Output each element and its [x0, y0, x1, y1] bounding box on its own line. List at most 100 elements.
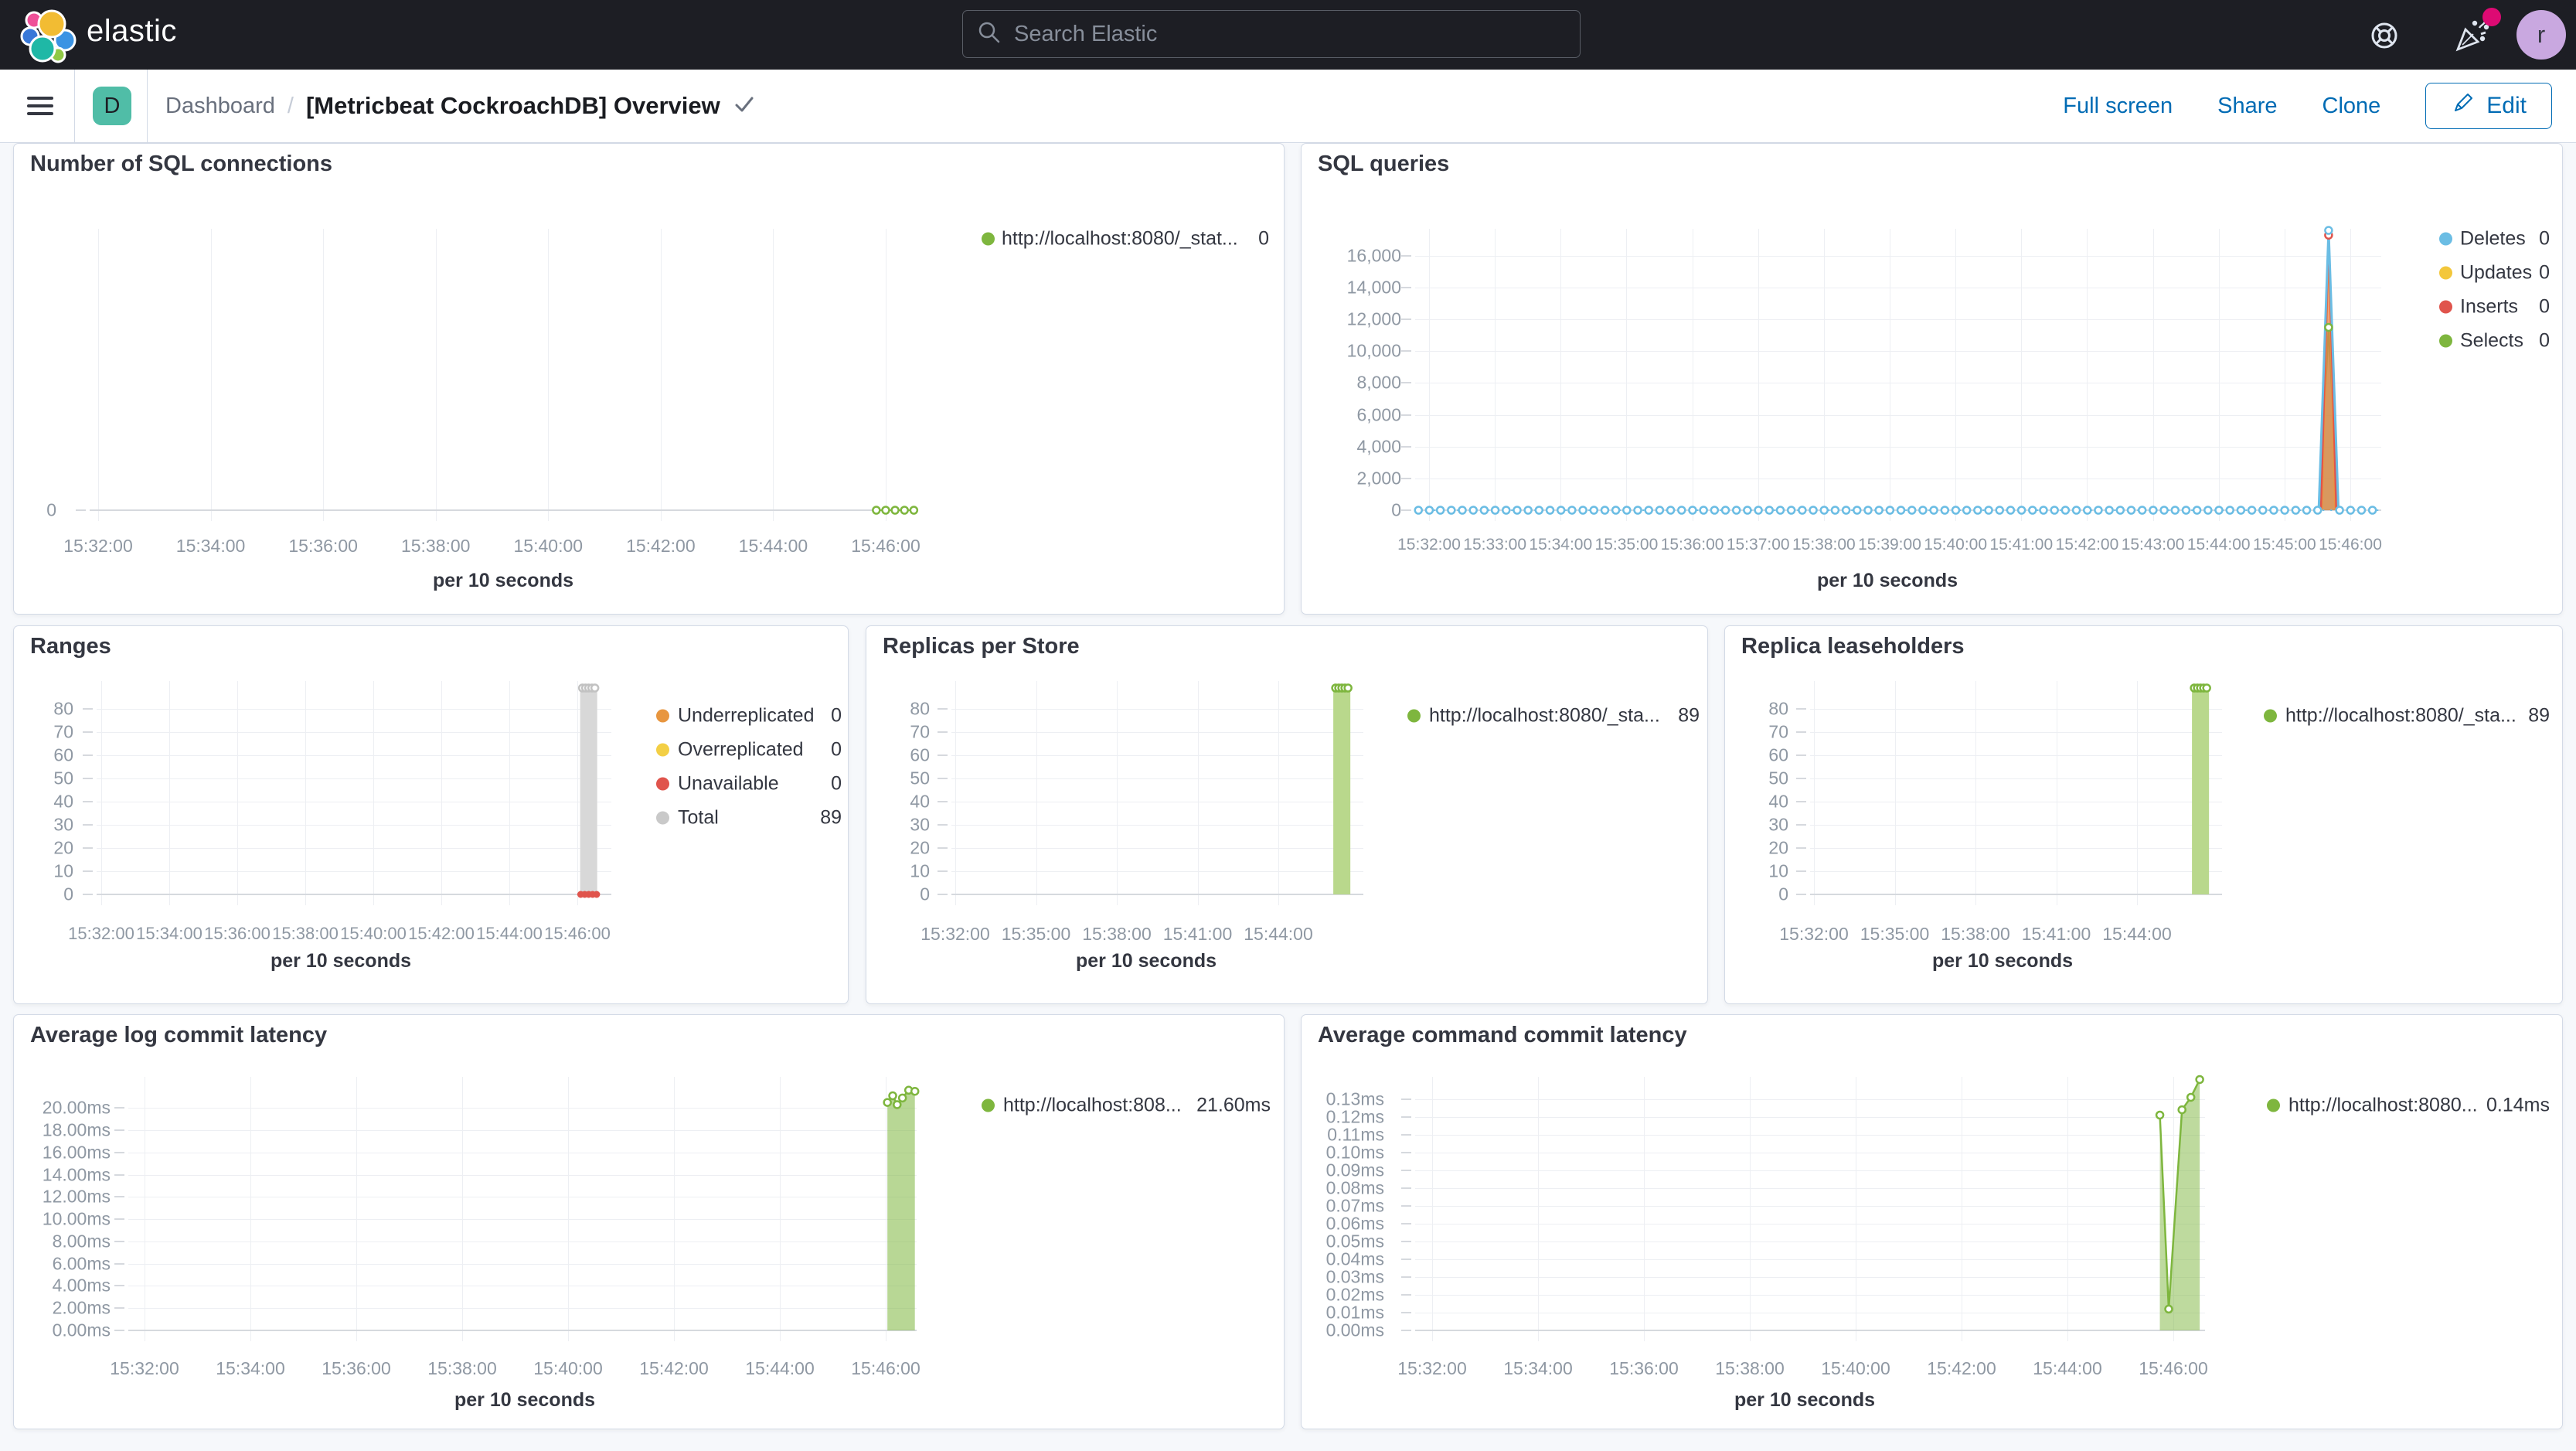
x-tick-label: 15:42:00 [639, 1358, 709, 1378]
y-tickmark [1401, 1222, 1411, 1224]
y-tick-label: 8,000 [1356, 372, 1401, 393]
user-avatar[interactable]: r [2516, 10, 2566, 60]
legend-label[interactable]: http://localhost:8080/_stat... [1002, 227, 1238, 250]
y-tick-label: 70 [1768, 721, 1788, 742]
legend-swatch[interactable] [656, 743, 669, 757]
y-tickmark [114, 1218, 124, 1221]
legend-swatch[interactable] [2264, 709, 2277, 723]
x-tick-label: 15:34:00 [136, 924, 202, 943]
panel-sql-queries: SQL queries 15:32:00 15:33:00 15:34:00 15:3… [1301, 143, 2563, 615]
legend-swatch[interactable] [2439, 300, 2452, 314]
legend-swatch[interactable] [982, 1098, 995, 1112]
help-icon[interactable] [2367, 18, 2402, 53]
y-tick-label: 60 [1768, 744, 1788, 765]
legend-swatch[interactable] [656, 777, 669, 791]
panel-title[interactable]: Number of SQL connections [30, 152, 333, 176]
full-screen-link[interactable]: Full screen [2063, 93, 2173, 118]
y-tick-label: 0.04ms [1325, 1248, 1384, 1269]
panel-title[interactable]: Replica leaseholders [1741, 634, 1965, 659]
x-gridline [1894, 681, 1896, 905]
menu-icon[interactable] [24, 89, 58, 123]
y-tickmark [1401, 477, 1411, 479]
share-link[interactable]: Share [2217, 93, 2278, 118]
y-tickmark [1796, 847, 1806, 849]
legend-value: 0 [2539, 227, 2550, 250]
y-tickmark [114, 1173, 124, 1176]
y-tick-label: 2,000 [1356, 468, 1401, 489]
legend-label[interactable]: Overreplicated [678, 738, 804, 761]
legend-label[interactable]: Selects [2460, 329, 2523, 352]
x-tick-label: 15:33:00 [1463, 536, 1527, 553]
legend-label[interactable]: Unavailable [678, 772, 779, 795]
y-tick-label: 14.00ms [42, 1164, 111, 1185]
legend-label[interactable]: Updates [2460, 261, 2533, 284]
legend-swatch[interactable] [2439, 334, 2452, 348]
y-tickmark [1401, 1151, 1411, 1153]
x-tick-label: 15:34:00 [1503, 1358, 1573, 1378]
x-gridline [577, 681, 578, 905]
legend-label[interactable]: Deletes [2460, 227, 2526, 250]
y-gridline [128, 1330, 917, 1331]
y-gridline [1810, 732, 2222, 733]
space-avatar[interactable]: D [93, 87, 131, 125]
x-tick-label: 15:44:00 [2033, 1358, 2102, 1378]
elastic-logo-icon[interactable] [20, 6, 79, 69]
chart-sql-queries: 15:32:00 15:33:00 15:34:00 15:35:00 15:36:00… [1302, 144, 2562, 614]
panel-title[interactable]: Ranges [30, 634, 111, 659]
x-gridline [2067, 1077, 2068, 1341]
y-gridline [97, 894, 611, 895]
y-gridline [90, 509, 917, 511]
global-search[interactable] [962, 10, 1581, 58]
panel-title[interactable]: Average command commit latency [1318, 1023, 1687, 1047]
legend-swatch[interactable] [982, 232, 995, 246]
y-tickmark [1401, 445, 1411, 448]
y-tickmark [1401, 1098, 1411, 1100]
y-tick-label: 0.07ms [1325, 1195, 1384, 1216]
x-gridline [1758, 229, 1759, 521]
y-tick-label: 0.05ms [1325, 1231, 1384, 1252]
edit-button[interactable]: Edit [2425, 83, 2552, 129]
y-tick-label: 6,000 [1356, 404, 1401, 425]
y-gridline [951, 709, 1363, 710]
y-tickmark [1796, 731, 1806, 733]
panel-title[interactable]: SQL queries [1318, 152, 1450, 176]
legend-label[interactable]: http://localhost:8080/_sta... [2285, 704, 2516, 727]
legend-swatch[interactable] [1407, 709, 1421, 723]
legend-swatch[interactable] [2267, 1098, 2280, 1112]
x-tick-label: 15:42:00 [2055, 536, 2119, 553]
x-tick-label: 15:41:00 [1989, 536, 2054, 553]
x-tick-label: 15:41:00 [2021, 924, 2091, 944]
y-gridline [1415, 1205, 2205, 1207]
search-input[interactable] [1012, 20, 1566, 48]
y-tick-label: 80 [53, 698, 73, 719]
x-gridline [101, 681, 102, 905]
y-tickmark [114, 1107, 124, 1109]
legend-swatch[interactable] [656, 709, 669, 723]
clone-link[interactable]: Clone [2322, 93, 2381, 118]
panel-title[interactable]: Average log commit latency [30, 1023, 328, 1047]
legend-label[interactable]: Inserts [2460, 295, 2519, 318]
x-tick-label: 15:38:00 [1941, 924, 2010, 944]
x-tick-label: 15:44:00 [476, 924, 543, 943]
x-gridline [210, 229, 212, 521]
y-gridline [1415, 446, 2381, 448]
legend-label[interactable]: Total [678, 806, 719, 829]
legend-label[interactable]: Underreplicated [678, 704, 815, 727]
legend-label[interactable]: http://localhost:808... [1003, 1094, 1182, 1116]
y-tick-label: 0.13ms [1325, 1088, 1384, 1109]
y-gridline [97, 778, 611, 779]
x-tick-label: 15:40:00 [1821, 1358, 1890, 1378]
panel-title[interactable]: Replicas per Store [883, 634, 1080, 659]
legend-label[interactable]: http://localhost:8080/_sta... [1429, 704, 1660, 727]
legend-swatch[interactable] [2439, 266, 2452, 280]
y-tickmark [938, 824, 948, 826]
legend-label[interactable]: http://localhost:8080... [2288, 1094, 2478, 1116]
breadcrumb-dashboard-link[interactable]: Dashboard [165, 93, 275, 118]
panel-ranges: Ranges 15:32:00 15:34:00 15:36:00 15:38:00 1… [13, 625, 849, 1004]
y-tick-label: 10 [53, 860, 73, 881]
y-tick-label: 0 [46, 499, 56, 520]
y-gridline [1810, 848, 2222, 849]
whats-new-icon[interactable] [2452, 8, 2501, 56]
legend-swatch[interactable] [656, 811, 669, 825]
legend-swatch[interactable] [2439, 232, 2452, 246]
